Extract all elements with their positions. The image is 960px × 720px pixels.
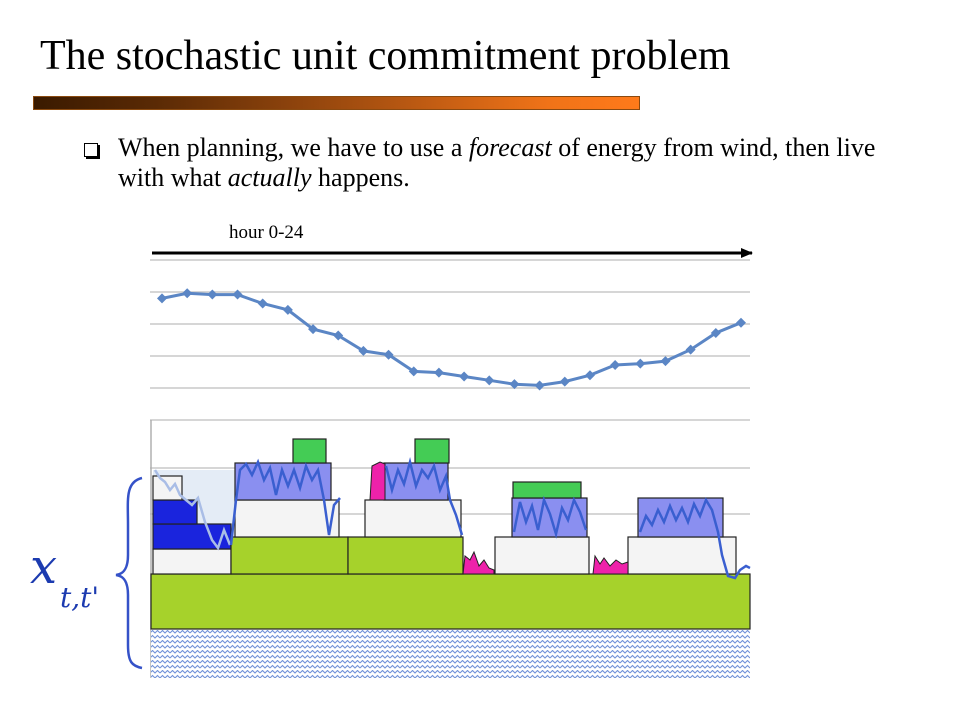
spinning-reserve-block	[494, 536, 590, 575]
spinning-reserve-block	[627, 536, 737, 575]
bullet-emphasis-forecast: forecast	[468, 133, 552, 162]
forecast-data-point	[736, 317, 746, 328]
spinning-reserve-block	[234, 499, 340, 538]
hatched-must-run-layer	[151, 629, 750, 678]
forecast-data-point	[308, 324, 319, 335]
bullet-text-part: When planning, we have to use a	[118, 133, 469, 162]
forecast-data-point	[685, 344, 696, 355]
spinning-reserve-block	[364, 499, 462, 538]
forecast-data-point	[484, 375, 495, 386]
forecast-data-point	[459, 371, 470, 382]
forecast-chart	[150, 259, 750, 391]
bullet-square-icon	[84, 143, 98, 157]
forecast-data-point	[182, 288, 193, 299]
mid-merit-unit-block	[230, 536, 349, 575]
forecast-data-point	[333, 330, 344, 341]
forecast-data-point	[635, 358, 646, 369]
forecast-data-point	[509, 379, 520, 390]
forecast-series-line	[161, 291, 742, 387]
forecast-data-point	[232, 289, 243, 300]
peaker-unit-block	[414, 438, 450, 464]
wind-block	[637, 497, 724, 538]
shortfall-region	[369, 461, 386, 501]
forecast-data-point	[660, 356, 671, 367]
bullet-emphasis-actually: actually	[227, 163, 312, 192]
shortfall-region	[462, 550, 495, 575]
forecast-data-point	[282, 304, 293, 315]
wind-actual-line	[229, 458, 341, 546]
forecast-data-point	[584, 370, 595, 381]
title-underline-bar	[33, 96, 640, 110]
shortfall-region	[592, 554, 629, 575]
forecast-series-points	[157, 288, 746, 391]
forecast-data-point	[534, 380, 545, 391]
bullet-text-part: of energy from wind, then live with what	[118, 133, 876, 192]
forecast-data-point	[710, 327, 721, 338]
peaker-unit-block	[292, 438, 327, 464]
forecast-data-point	[257, 298, 268, 309]
wind-actual-line-faint	[153, 469, 232, 551]
wind-actual-line	[638, 497, 751, 580]
mid-merit-unit-block	[347, 536, 464, 575]
forecast-data-point	[559, 376, 570, 387]
spinning-reserve-block	[152, 548, 232, 575]
forecast-data-point	[610, 359, 621, 370]
forecast-data-point	[207, 289, 218, 300]
peaker-unit-block	[512, 481, 582, 499]
commitment-variable-label: x t,t'	[30, 539, 99, 614]
dispatch-diagram	[150, 419, 751, 678]
slide-title: The stochastic unit commitment problem	[40, 33, 731, 79]
bullet-text: When planning, we have to use a forecast…	[118, 133, 878, 193]
variable-subscript: t,t'	[60, 581, 99, 614]
wind-actual-line	[512, 495, 588, 539]
forecast-data-point	[383, 349, 394, 360]
forecast-data-point	[358, 345, 369, 356]
bullet-text-part: happens.	[311, 163, 410, 192]
baseload-unit-block	[150, 573, 751, 630]
forecast-data-point	[433, 367, 444, 378]
forecast-data-point	[408, 366, 419, 377]
time-axis-label: hour 0-24	[229, 222, 304, 243]
curly-brace-icon	[115, 476, 143, 670]
wind-actual-line	[384, 457, 464, 536]
variable-base: x	[30, 539, 57, 595]
forecast-data-point	[157, 293, 167, 304]
